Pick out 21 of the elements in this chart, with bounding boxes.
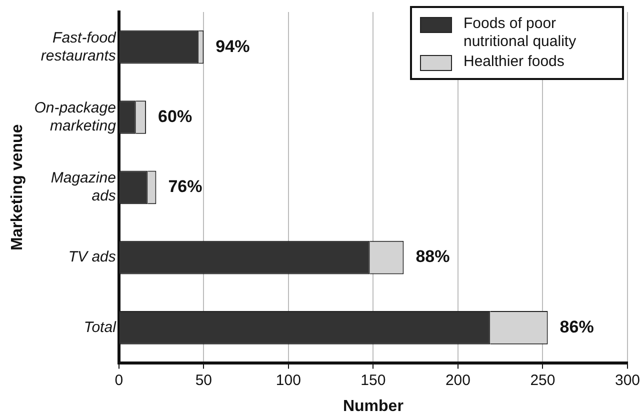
x-tick-label: 50: [195, 372, 212, 389]
x-tick-label: 300: [614, 372, 640, 389]
annotation: 86%: [560, 317, 594, 336]
x-tick-label: 0: [114, 372, 124, 389]
legend-label: Foods of poor nutritional quality: [464, 15, 578, 51]
legend-label: Healthier foods: [464, 53, 566, 71]
y-tick-label: On-package marketing: [34, 99, 117, 134]
annotation: 60%: [158, 106, 192, 126]
x-tick-label: 250: [530, 372, 556, 389]
annotation: 88%: [416, 247, 450, 266]
x-axis-title: Number: [342, 398, 404, 415]
y-tick-label: TV ads: [68, 248, 116, 266]
y-tick-label: Fast-food restaurants: [40, 29, 117, 64]
x-tick-label: 100: [276, 372, 301, 389]
annotation: 76%: [168, 177, 202, 196]
y-axis-title: Marketing venue: [9, 124, 26, 251]
y-tick-label: Magazine ads: [50, 170, 116, 205]
x-tick-label: 150: [360, 372, 386, 389]
annotation: 94%: [216, 36, 250, 56]
x-tick-label: 200: [445, 372, 470, 389]
y-tick-label: Total: [84, 318, 117, 336]
